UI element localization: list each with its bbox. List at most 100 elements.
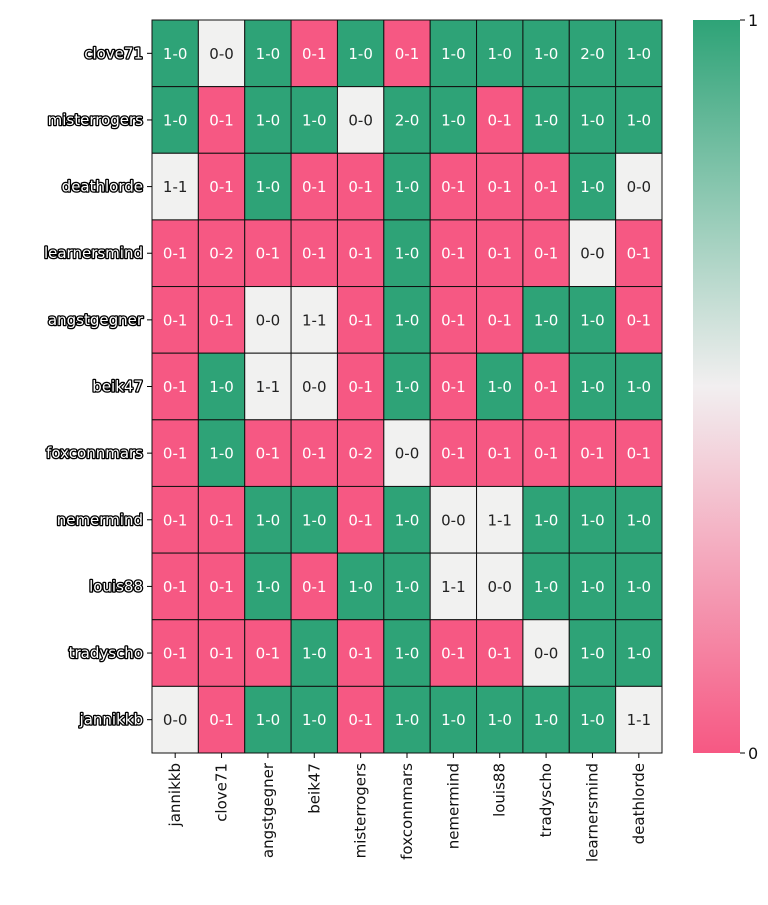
x-tick-label: foxconnmars	[398, 763, 416, 860]
cell-annotation: 0-1	[395, 45, 420, 63]
cell-annotation: 0-0	[395, 445, 420, 463]
heatmap-cell	[615, 86, 663, 154]
heatmap-cell	[383, 152, 431, 221]
cell-annotation: 1-0	[580, 511, 605, 529]
cell-annotation: 0-1	[209, 178, 234, 196]
cell-annotation: 0-1	[302, 445, 327, 463]
cell-annotation: 1-0	[627, 578, 652, 596]
heatmap-cell	[383, 419, 431, 487]
cell-annotation: 0-2	[209, 245, 234, 263]
cell-annotation: 0-1	[163, 311, 188, 329]
x-axis-labels: jannikkb clove71 angstgegner beik47 misterro…	[166, 753, 648, 862]
cell-annotation: 0-1	[209, 111, 234, 129]
heatmap-cell	[244, 419, 292, 487]
cell-annotation: 0-1	[441, 178, 466, 196]
heatmap-cell	[290, 619, 338, 687]
cell-annotation: 1-0	[627, 378, 652, 396]
heatmap-cell	[290, 485, 338, 554]
cell-annotation: 0-1	[487, 645, 512, 663]
cell-annotation: 1-0	[302, 711, 327, 729]
x-tick-label: nemermind	[444, 763, 462, 849]
cell-annotation: 1-0	[487, 711, 512, 729]
heatmap-cell	[522, 552, 570, 621]
cell-annotation: 1-0	[534, 111, 559, 129]
cell-annotation: 0-1	[302, 45, 327, 63]
heatmap-cell	[429, 86, 478, 154]
heatmap-cell	[244, 19, 292, 88]
heatmap-cell	[615, 419, 663, 487]
cell-annotation: 1-0	[627, 511, 652, 529]
heatmap-cells: 1-0 0-0 1-0 0-1 1-0 0-1 1-0 1-0 1-0 2-0 1-0 1-0 0-1 1…	[151, 19, 663, 754]
cell-annotation: 0-1	[348, 378, 373, 396]
cell-annotation: 0-0	[302, 378, 327, 396]
heatmap-cell	[383, 485, 431, 554]
heatmap-cell	[429, 419, 478, 487]
heatmap-cell	[476, 86, 524, 154]
heatmap-cell	[615, 152, 663, 221]
heatmap-cell	[151, 19, 199, 88]
cell-annotation: 1-0	[580, 111, 605, 129]
cell-annotation: 1-1	[627, 711, 652, 729]
x-tick-label: beik47	[305, 763, 323, 814]
heatmap-cell	[383, 352, 431, 421]
heatmap-cell	[568, 219, 617, 288]
cell-annotation: 0-1	[441, 645, 466, 663]
colorbar-tick-max: 1	[748, 11, 758, 30]
cell-annotation: 0-1	[441, 445, 466, 463]
cell-annotation: 0-1	[627, 445, 652, 463]
heatmap-cell	[522, 286, 570, 354]
cell-annotation: 0-1	[487, 445, 512, 463]
x-tick-label: angstgegner	[259, 762, 277, 858]
heatmap-cell	[336, 619, 385, 687]
heatmap-cell	[568, 86, 617, 154]
x-tick-label: learnersmind	[583, 763, 601, 862]
heatmap-cell	[429, 152, 478, 221]
heatmap-cell	[290, 352, 338, 421]
cell-annotation: 0-1	[163, 445, 188, 463]
heatmap-cell	[244, 152, 292, 221]
heatmap-cell	[151, 352, 199, 421]
cell-annotation: 0-0	[534, 645, 559, 663]
cell-annotation: 1-0	[302, 511, 327, 529]
cell-annotation: 1-1	[163, 178, 188, 196]
y-tick-label: tradyscho	[69, 644, 143, 662]
y-tick-label: jannikkb	[79, 711, 143, 729]
cell-annotation: 0-1	[348, 245, 373, 263]
cell-annotation: 1-0	[256, 45, 281, 63]
heatmap-cell	[290, 286, 338, 354]
y-tick-label: clove71	[84, 44, 143, 62]
heatmap-cell	[197, 419, 246, 487]
cell-annotation: 0-1	[441, 245, 466, 263]
cell-annotation: 1-0	[302, 111, 327, 129]
cell-annotation: 1-0	[395, 378, 420, 396]
colorbar: 1 0	[693, 11, 758, 763]
heatmap-cell	[244, 619, 292, 687]
x-tick-label: jannikkb	[166, 763, 184, 827]
heatmap-cell	[151, 552, 199, 621]
cell-annotation: 0-1	[302, 245, 327, 263]
cell-annotation: 1-0	[256, 178, 281, 196]
cell-annotation: 1-0	[580, 645, 605, 663]
heatmap-cell	[244, 552, 292, 621]
colorbar-gradient	[693, 20, 740, 753]
cell-annotation: 0-1	[163, 578, 188, 596]
heatmap-cell	[522, 219, 570, 288]
heatmap-cell	[429, 485, 478, 554]
cell-annotation: 1-0	[534, 511, 559, 529]
cell-annotation: 0-1	[348, 711, 373, 729]
cell-annotation: 1-0	[580, 311, 605, 329]
cell-annotation: 0-0	[580, 245, 605, 263]
cell-annotation: 0-1	[256, 445, 281, 463]
cell-annotation: 1-0	[627, 45, 652, 63]
cell-annotation: 0-1	[580, 445, 605, 463]
heatmap-cell	[151, 485, 199, 554]
cell-annotation: 1-0	[580, 578, 605, 596]
heatmap-cell	[336, 152, 385, 221]
cell-annotation: 0-0	[163, 711, 188, 729]
heatmap-cell	[151, 286, 199, 354]
heatmap-cell	[615, 286, 663, 354]
heatmap-cell	[522, 152, 570, 221]
heatmap-cell	[615, 485, 663, 554]
cell-annotation: 1-0	[395, 511, 420, 529]
y-tick-label: learnersmind	[44, 244, 143, 262]
